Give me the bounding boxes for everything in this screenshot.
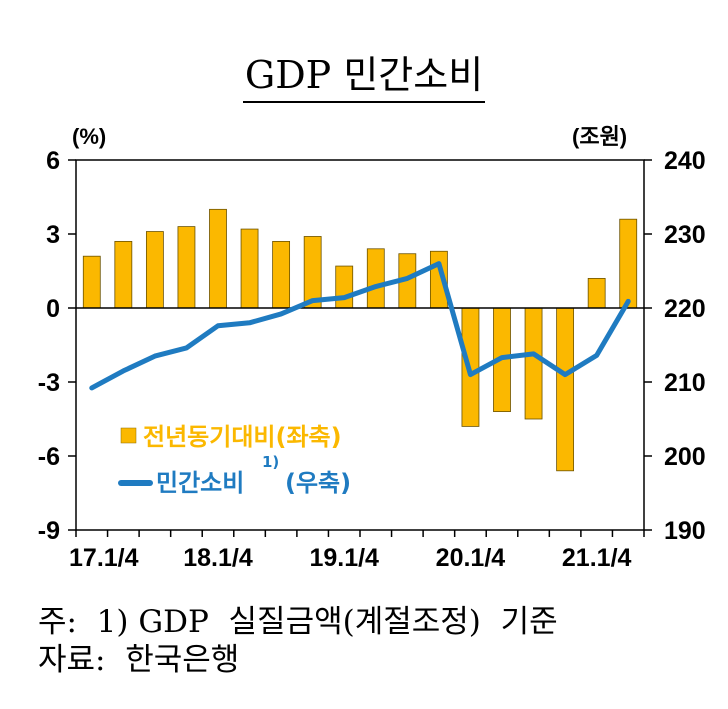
- bar-17.1/4: [82, 255, 101, 309]
- bar-18.3/4: [272, 240, 291, 309]
- bar-18.1/4: [209, 208, 227, 309]
- left-tick-label: -9: [38, 517, 60, 545]
- footnote: 주: 1) GDP 실질금액(계절조정) 기준: [38, 604, 558, 640]
- bar-19.2/4: [366, 248, 385, 309]
- right-tick-label: 240: [664, 147, 706, 175]
- left-tick-label: -3: [38, 369, 60, 397]
- right-tick-label: 190: [664, 517, 706, 545]
- bar-18.2/4: [240, 228, 259, 309]
- x-axis: 17.1/4 18.1/4 19.1/4 20.1/4 21.1/4: [69, 530, 645, 572]
- left-axis: 6 3 0 -3 -6 -9: [38, 147, 76, 545]
- bar-19.1/4: [335, 265, 354, 309]
- left-tick-label: 3: [46, 221, 60, 249]
- left-tick-label: 6: [46, 147, 60, 175]
- legend-line-axis-label: (우축): [285, 469, 351, 497]
- x-tick-label: 21.1/4: [562, 544, 632, 572]
- left-axis-unit: (%): [72, 124, 106, 149]
- x-tick-label: 20.1/4: [436, 544, 506, 572]
- source-note: 자료: 한국은행: [38, 642, 240, 678]
- legend-bar-label: 전년동기대비(좌축): [143, 423, 342, 451]
- left-tick-label: 0: [46, 295, 60, 323]
- legend: 전년동기대비(좌축) 민간소비 1) (우축): [118, 423, 351, 497]
- right-tick-label: 200: [664, 443, 706, 471]
- bar-21.2/4: [619, 218, 638, 309]
- right-axis-unit: (조원): [572, 124, 627, 149]
- chart-title: GDP 민간소비: [0, 44, 728, 103]
- right-tick-label: 210: [664, 369, 706, 397]
- right-tick-label: 220: [664, 295, 706, 323]
- x-tick-label: 17.1/4: [69, 544, 139, 572]
- right-axis: 240 230 220 210 200 190: [644, 147, 706, 545]
- left-tick-label: -6: [38, 443, 60, 471]
- legend-line-superscript: 1): [262, 453, 279, 471]
- bar-21.1/4: [587, 277, 606, 309]
- x-tick-label: 18.1/4: [183, 544, 253, 572]
- bar-20.4/4: [556, 307, 575, 472]
- bar-18.4/4: [303, 236, 322, 309]
- line-series: [89, 261, 631, 391]
- right-tick-label: 230: [664, 221, 706, 249]
- bar-17.3/4: [145, 231, 164, 309]
- bar-17.4/4: [177, 226, 196, 309]
- legend-bar-swatch: [120, 427, 137, 444]
- legend-line-label: 민간소비: [156, 469, 244, 497]
- bar-17.2/4: [114, 240, 133, 309]
- x-tick-label: 19.1/4: [309, 544, 379, 572]
- bar-20.3/4: [524, 307, 543, 420]
